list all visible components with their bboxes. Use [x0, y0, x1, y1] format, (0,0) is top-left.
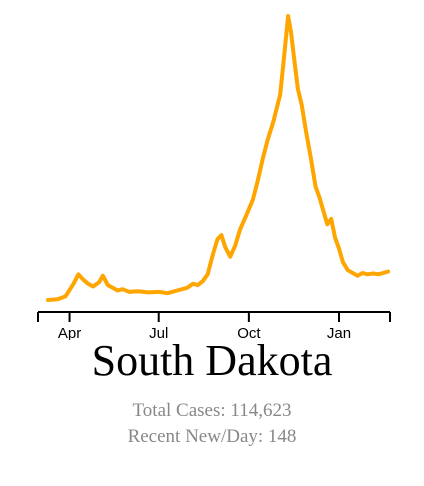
- x-tick-label: Apr: [58, 325, 81, 340]
- x-axis-ticks: Apr Jul Oct Jan: [37, 312, 391, 340]
- series-line-cases: [46, 14, 390, 302]
- x-tick-label: Jul: [149, 325, 168, 340]
- recent-new-per-day: Recent New/Day: 148: [127, 426, 297, 447]
- state-name: South Dakota: [91, 336, 333, 385]
- total-cases: Total Cases: 114,623: [132, 400, 292, 421]
- cases-chart: Apr Jul Oct Jan: [37, 14, 391, 340]
- x-tick-label: Oct: [237, 325, 261, 340]
- x-tick-label: Jan: [327, 325, 351, 340]
